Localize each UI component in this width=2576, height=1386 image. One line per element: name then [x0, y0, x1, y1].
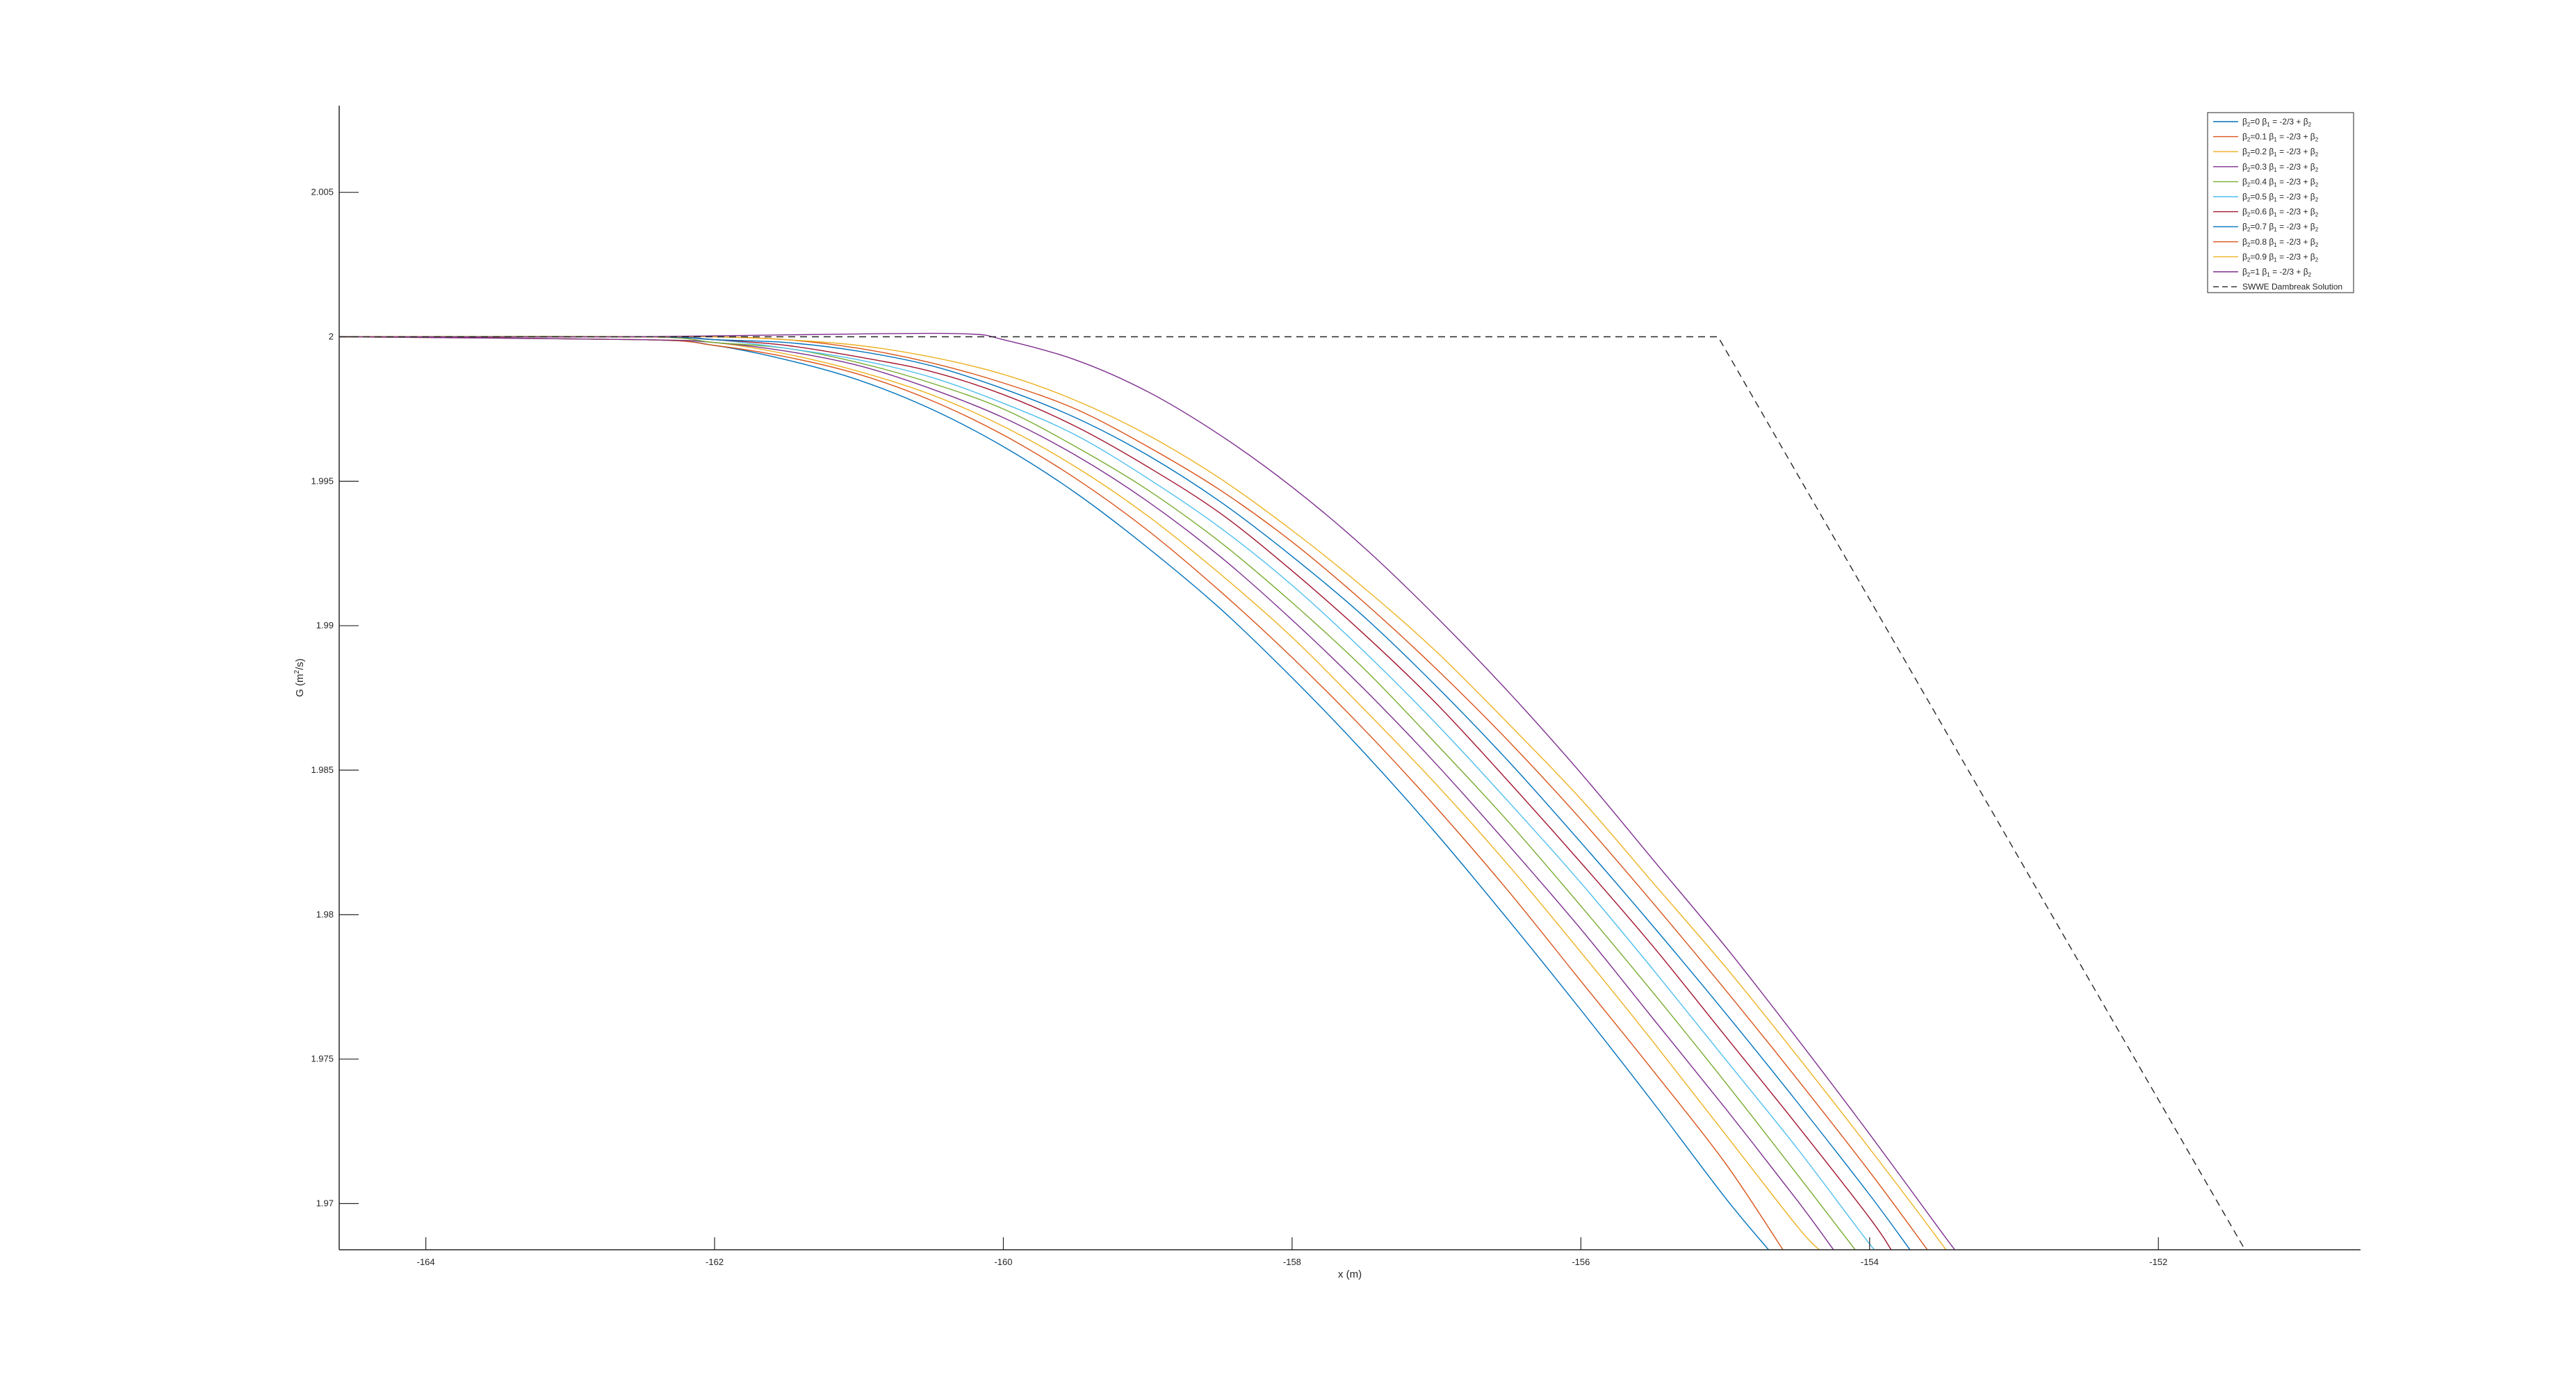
legend-entry: β2=0 β1 = -2/3 + β2	[2242, 117, 2312, 128]
x-tick-label: -164	[417, 1257, 435, 1267]
x-tick-label: -156	[1572, 1257, 1590, 1267]
x-tick-label: -160	[994, 1257, 1012, 1267]
y-tick-label: 2.005	[311, 187, 334, 197]
x-tick-label: -162	[706, 1257, 724, 1267]
y-axis-label: G (m2/s)	[293, 658, 306, 697]
y-tick-label: 1.98	[316, 909, 334, 920]
y-tick-label: 2	[329, 332, 334, 342]
y-axis-label-end: /s)	[294, 658, 306, 670]
x-tick-label: -154	[1861, 1257, 1879, 1267]
legend-entry: β2=0.9 β1 = -2/3 + β2	[2242, 252, 2319, 263]
plot-area	[339, 106, 2361, 1250]
series-line-2	[339, 336, 1820, 1250]
legend-entry: β2=0.6 β1 = -2/3 + β2	[2242, 207, 2319, 218]
series-line-5	[339, 336, 1877, 1250]
legend-entry: β2=1 β1 = -2/3 + β2	[2242, 267, 2312, 278]
legend-entry: β2=0.4 β1 = -2/3 + β2	[2242, 177, 2319, 188]
legend-entry: β2=0.2 β1 = -2/3 + β2	[2242, 147, 2319, 158]
legend-box	[2207, 112, 2354, 293]
ticks-layer: -164 -162 -160 -158 -156 -154 -152 1.97 1.975 1.9…	[311, 187, 2167, 1267]
series-line-1	[339, 336, 1784, 1250]
series-layer	[339, 332, 2246, 1250]
y-tick-label: 1.975	[311, 1054, 334, 1064]
series-line-9	[339, 336, 1947, 1250]
series-line-6	[339, 336, 1892, 1250]
y-tick-label: 1.99	[316, 620, 334, 630]
x-tick-label: -158	[1283, 1257, 1301, 1267]
x-tick-label: -152	[2149, 1257, 2167, 1267]
y-tick-label: 1.97	[316, 1198, 334, 1208]
legend-entry: β2=0.1 β1 = -2/3 + β2	[2242, 132, 2319, 143]
y-tick-label: 1.995	[311, 475, 334, 486]
legend-entry-reference: SWWE Dambreak Solution	[2242, 282, 2342, 292]
series-line-7	[339, 336, 1911, 1250]
y-axis-label-main: G (m	[294, 674, 306, 696]
y-tick-label: 1.985	[311, 765, 334, 775]
legend-entry: β2=0.3 β1 = -2/3 + β2	[2242, 162, 2319, 173]
series-line-3	[339, 336, 1834, 1250]
x-axis-label: x (m)	[1338, 1269, 1362, 1280]
y-axis-label-sup: 2	[293, 669, 301, 674]
series-line-4	[339, 336, 1856, 1250]
legend-entry: β2=0.7 β1 = -2/3 + β2	[2242, 222, 2319, 233]
legend-entry: β2=0.8 β1 = -2/3 + β2	[2242, 237, 2319, 248]
reference-line	[339, 336, 2246, 1250]
legend-entry: β2=0.5 β1 = -2/3 + β2	[2242, 192, 2319, 203]
series-line-10	[339, 332, 1955, 1250]
legend: β2=0 β1 = -2/3 + β2 β2=0.1 β1 = -2/3 + β2…	[2207, 112, 2354, 293]
